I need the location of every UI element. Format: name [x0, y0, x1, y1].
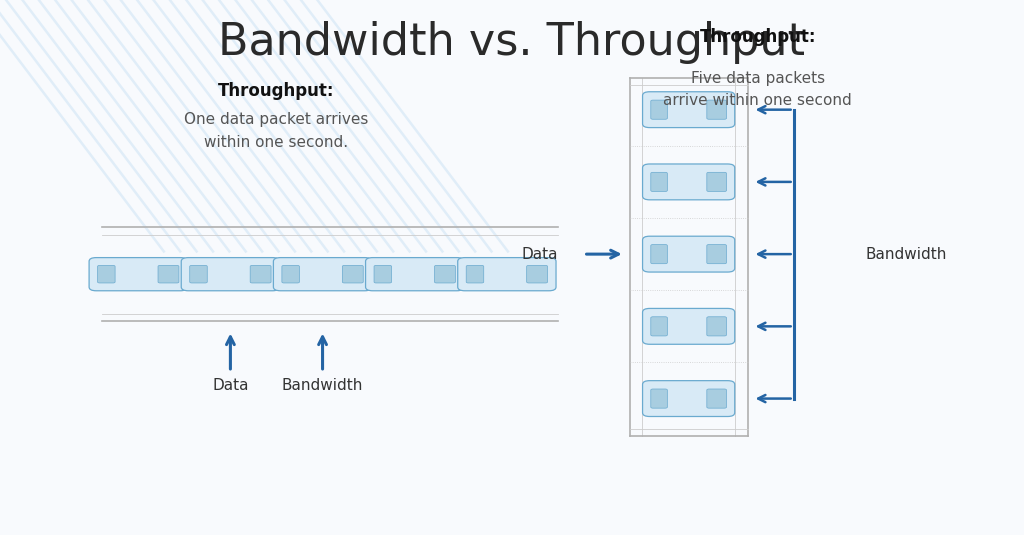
FancyBboxPatch shape	[273, 258, 372, 291]
Text: Bandwidth: Bandwidth	[282, 378, 364, 393]
FancyBboxPatch shape	[89, 258, 187, 291]
FancyBboxPatch shape	[707, 389, 726, 408]
Text: One data packet arrives
within one second.: One data packet arrives within one secon…	[184, 112, 369, 150]
FancyBboxPatch shape	[366, 258, 464, 291]
FancyBboxPatch shape	[707, 317, 726, 336]
FancyBboxPatch shape	[643, 164, 734, 200]
FancyBboxPatch shape	[643, 381, 734, 416]
FancyBboxPatch shape	[651, 100, 668, 119]
Text: Data: Data	[212, 378, 249, 393]
FancyBboxPatch shape	[643, 236, 734, 272]
FancyBboxPatch shape	[158, 265, 179, 283]
FancyBboxPatch shape	[643, 308, 734, 345]
FancyBboxPatch shape	[707, 172, 726, 192]
FancyBboxPatch shape	[651, 389, 668, 408]
Text: Throughput:: Throughput:	[218, 82, 335, 100]
FancyBboxPatch shape	[181, 258, 280, 291]
FancyBboxPatch shape	[458, 258, 556, 291]
FancyBboxPatch shape	[707, 100, 726, 119]
FancyBboxPatch shape	[374, 265, 391, 283]
Text: Throughput:: Throughput:	[699, 28, 816, 47]
FancyBboxPatch shape	[707, 244, 726, 264]
FancyBboxPatch shape	[250, 265, 271, 283]
FancyBboxPatch shape	[651, 244, 668, 264]
FancyBboxPatch shape	[643, 92, 734, 127]
Text: Bandwidth: Bandwidth	[865, 247, 946, 262]
FancyBboxPatch shape	[434, 265, 456, 283]
Text: Bandwidth vs. Throughput: Bandwidth vs. Throughput	[218, 21, 806, 64]
FancyBboxPatch shape	[466, 265, 483, 283]
Text: Data: Data	[521, 247, 558, 262]
FancyBboxPatch shape	[282, 265, 299, 283]
FancyBboxPatch shape	[189, 265, 207, 283]
FancyBboxPatch shape	[651, 317, 668, 336]
FancyBboxPatch shape	[342, 265, 364, 283]
FancyBboxPatch shape	[97, 265, 115, 283]
Text: Five data packets
arrive within one second: Five data packets arrive within one seco…	[664, 71, 852, 108]
FancyBboxPatch shape	[526, 265, 548, 283]
FancyBboxPatch shape	[651, 172, 668, 192]
